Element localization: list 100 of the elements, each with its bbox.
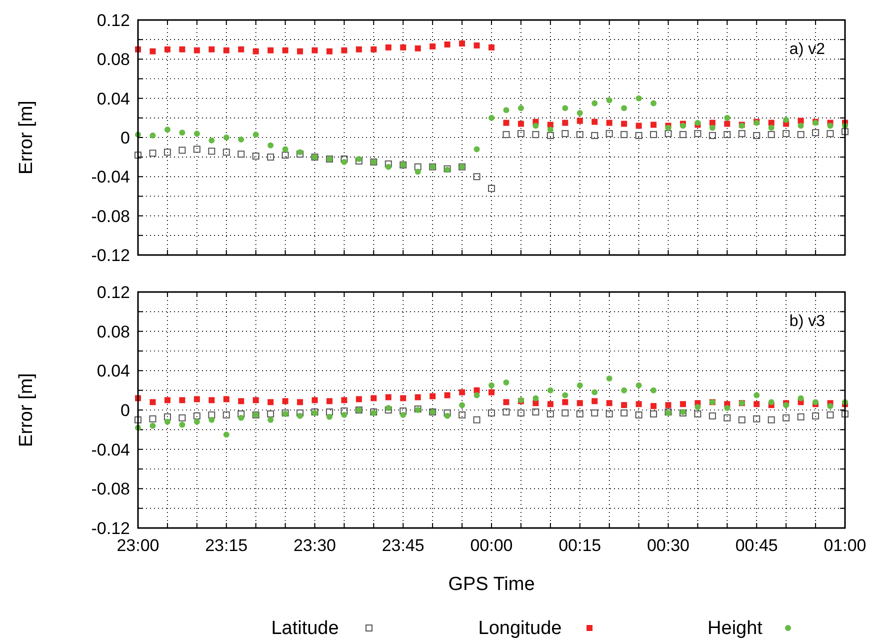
point bbox=[149, 150, 156, 157]
point bbox=[268, 142, 274, 148]
y-tick-label: -0.12 bbox=[91, 246, 130, 265]
point bbox=[179, 46, 186, 52]
y-tick-label: -0.12 bbox=[91, 519, 130, 538]
point bbox=[502, 408, 510, 416]
point bbox=[488, 44, 494, 50]
point bbox=[488, 409, 495, 416]
point bbox=[532, 122, 539, 129]
point bbox=[222, 148, 230, 156]
y-axis-title: Error [m] bbox=[16, 100, 37, 174]
point bbox=[444, 409, 451, 416]
point bbox=[268, 47, 274, 54]
point bbox=[179, 130, 186, 136]
point bbox=[768, 416, 775, 424]
point bbox=[606, 97, 612, 104]
point bbox=[341, 47, 348, 54]
point bbox=[223, 432, 230, 438]
point bbox=[296, 150, 304, 158]
x-axis-title: GPS Time bbox=[448, 574, 535, 595]
point bbox=[178, 146, 186, 154]
point bbox=[340, 156, 348, 163]
point bbox=[532, 408, 540, 416]
y-tick-label: -0.04 bbox=[91, 440, 130, 460]
point bbox=[474, 146, 480, 152]
y-tick-label: 0 bbox=[120, 401, 130, 420]
point bbox=[768, 124, 774, 131]
point bbox=[798, 122, 804, 129]
point bbox=[754, 392, 760, 398]
point bbox=[267, 410, 274, 418]
point bbox=[518, 105, 524, 112]
y-tick-label: -0.04 bbox=[91, 168, 130, 187]
point bbox=[606, 130, 613, 138]
point bbox=[414, 163, 422, 170]
point bbox=[636, 95, 642, 102]
point bbox=[268, 399, 274, 406]
point bbox=[724, 414, 731, 422]
point bbox=[621, 402, 628, 408]
point bbox=[518, 120, 524, 127]
point bbox=[768, 399, 774, 406]
point bbox=[193, 146, 200, 153]
point bbox=[164, 148, 171, 156]
point bbox=[826, 130, 834, 138]
point bbox=[444, 412, 450, 419]
point bbox=[150, 132, 156, 139]
point bbox=[664, 130, 672, 138]
point bbox=[282, 152, 289, 159]
point bbox=[679, 131, 686, 138]
point bbox=[782, 414, 790, 422]
point bbox=[297, 399, 304, 406]
point bbox=[356, 46, 362, 52]
point bbox=[194, 130, 200, 137]
point bbox=[459, 402, 466, 408]
point bbox=[606, 376, 612, 382]
point bbox=[208, 137, 215, 144]
point bbox=[326, 398, 332, 404]
point bbox=[474, 392, 480, 398]
point bbox=[562, 120, 568, 126]
point bbox=[150, 422, 156, 429]
point bbox=[724, 114, 730, 121]
legend-label: Latitude bbox=[271, 618, 339, 639]
point bbox=[341, 412, 348, 418]
point bbox=[179, 397, 186, 404]
point bbox=[547, 401, 554, 408]
x-tick-label: 00:45 bbox=[735, 536, 778, 555]
point bbox=[178, 414, 186, 422]
point bbox=[650, 100, 657, 106]
point bbox=[297, 48, 304, 54]
point bbox=[458, 411, 466, 418]
point bbox=[282, 47, 288, 54]
point bbox=[635, 411, 642, 418]
y-tick-label: 0.12 bbox=[96, 283, 130, 302]
point bbox=[798, 395, 804, 402]
point bbox=[709, 124, 716, 131]
point bbox=[430, 43, 436, 50]
point bbox=[267, 154, 274, 161]
y-tick-label: 0 bbox=[120, 128, 130, 148]
point bbox=[164, 46, 170, 52]
point bbox=[592, 118, 598, 125]
point bbox=[650, 122, 657, 128]
point bbox=[636, 122, 642, 129]
point bbox=[826, 411, 834, 418]
point bbox=[400, 407, 407, 414]
y-axis-title: Error [m] bbox=[16, 373, 37, 447]
point bbox=[547, 126, 554, 133]
point bbox=[680, 401, 686, 408]
point bbox=[503, 107, 510, 114]
point bbox=[592, 398, 598, 404]
y-tick-label: -0.08 bbox=[91, 206, 130, 226]
point bbox=[150, 399, 156, 406]
point bbox=[517, 130, 524, 138]
point bbox=[326, 48, 332, 54]
point bbox=[606, 400, 612, 406]
point bbox=[296, 409, 304, 416]
point bbox=[252, 48, 259, 54]
point bbox=[620, 131, 628, 138]
y-tick-label: 0.08 bbox=[96, 50, 130, 70]
point bbox=[606, 120, 612, 126]
point bbox=[134, 152, 142, 159]
annotation: b) v3 bbox=[789, 313, 826, 330]
